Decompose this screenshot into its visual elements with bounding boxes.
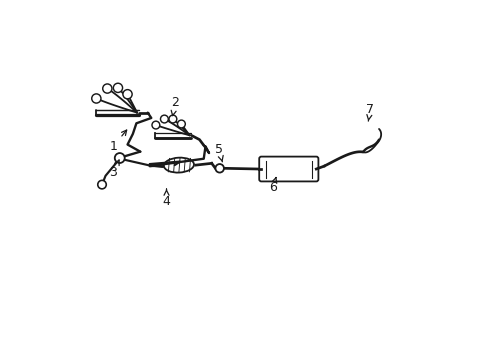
Text: 4: 4 (162, 189, 170, 208)
Circle shape (160, 115, 168, 123)
Circle shape (177, 120, 185, 128)
FancyBboxPatch shape (259, 157, 318, 181)
Text: 5: 5 (215, 143, 223, 162)
Text: 6: 6 (268, 177, 276, 194)
Circle shape (98, 180, 106, 189)
Text: 3: 3 (108, 160, 119, 179)
Circle shape (102, 84, 112, 93)
Text: 7: 7 (366, 103, 373, 121)
Circle shape (92, 94, 101, 103)
Circle shape (115, 153, 124, 163)
Circle shape (122, 90, 132, 99)
Circle shape (113, 83, 122, 93)
Text: 2: 2 (171, 95, 179, 116)
Circle shape (169, 115, 177, 123)
Circle shape (215, 164, 224, 172)
Text: 1: 1 (109, 130, 126, 153)
Ellipse shape (163, 158, 194, 172)
Circle shape (152, 121, 160, 129)
